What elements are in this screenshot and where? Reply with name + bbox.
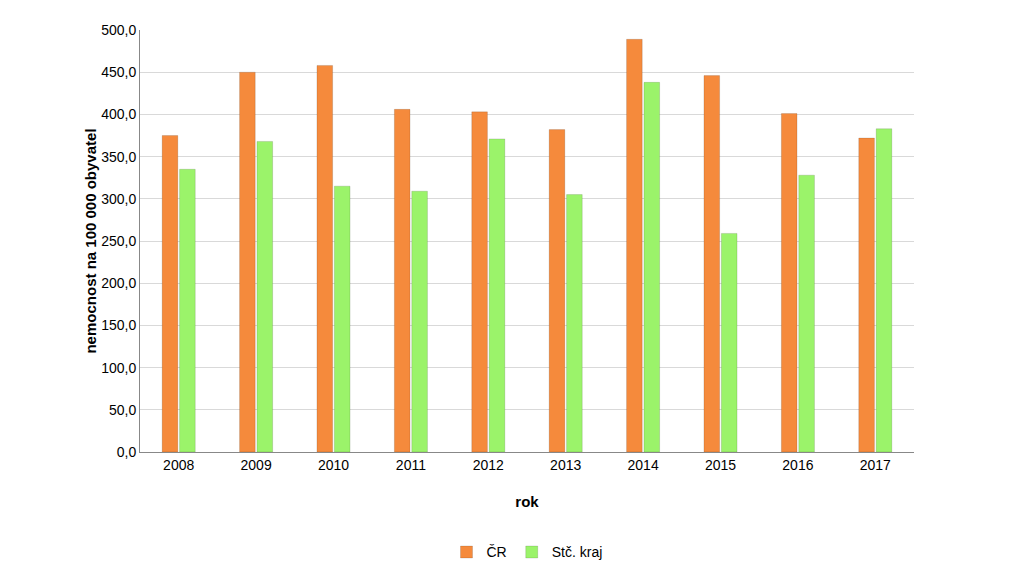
svg-text:2014: 2014	[628, 457, 659, 473]
svg-text:250,0: 250,0	[101, 233, 136, 249]
svg-text:nemocnost na 100 000 obyvatel: nemocnost na 100 000 obyvatel	[82, 128, 99, 353]
svg-text:100,0: 100,0	[101, 360, 136, 376]
svg-text:450,0: 450,0	[101, 64, 136, 80]
svg-text:2009: 2009	[241, 457, 272, 473]
svg-text:2015: 2015	[705, 457, 736, 473]
svg-text:2012: 2012	[473, 457, 504, 473]
svg-text:2010: 2010	[318, 457, 349, 473]
svg-text:2008: 2008	[163, 457, 194, 473]
svg-text:150,0: 150,0	[101, 317, 136, 333]
svg-text:0,0: 0,0	[117, 444, 137, 460]
svg-text:300,0: 300,0	[101, 191, 136, 207]
svg-text:200,0: 200,0	[101, 275, 136, 291]
svg-text:2017: 2017	[860, 457, 891, 473]
svg-text:Stč. kraj: Stč. kraj	[552, 544, 603, 560]
svg-text:500,0: 500,0	[101, 22, 136, 38]
svg-text:2011: 2011	[396, 457, 426, 473]
svg-text:50,0: 50,0	[109, 402, 136, 418]
svg-text:2013: 2013	[550, 457, 581, 473]
svg-text:400,0: 400,0	[101, 106, 136, 122]
svg-text:ČR: ČR	[487, 544, 507, 560]
svg-text:2016: 2016	[782, 457, 813, 473]
svg-text:350,0: 350,0	[101, 149, 136, 165]
svg-text:rok: rok	[515, 493, 539, 510]
